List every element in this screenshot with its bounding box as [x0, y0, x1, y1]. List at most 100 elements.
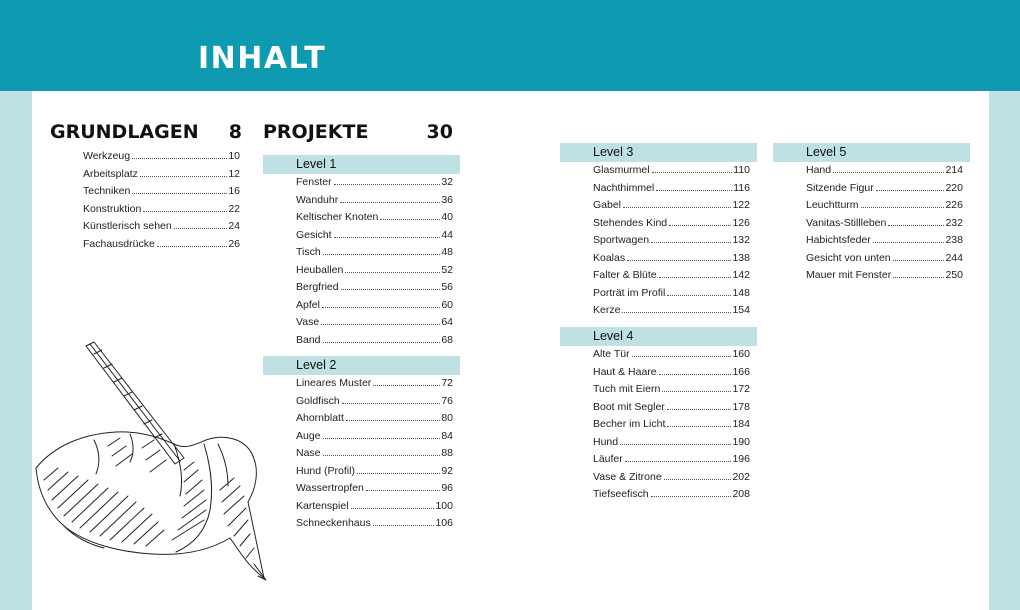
toc-entry[interactable]: Tisch 48: [296, 244, 453, 262]
toc-entry-title: Fenster: [296, 176, 332, 188]
toc-entry-page: 160: [732, 348, 750, 360]
toc-entry[interactable]: Hund 190: [593, 434, 750, 452]
toc-entry[interactable]: Ahornblatt 80: [296, 410, 453, 428]
toc-entry-title: Gabel: [593, 199, 622, 211]
toc-entry[interactable]: Techniken 16: [83, 183, 240, 201]
toc-entry[interactable]: Keltischer Knoten 40: [296, 209, 453, 227]
toc-entry[interactable]: Bergfried 56: [296, 279, 453, 297]
toc-entry[interactable]: Band 68: [296, 332, 453, 350]
toc-entry[interactable]: Gesicht 44: [296, 227, 453, 245]
dot-leader: [340, 201, 441, 203]
toc-entry-title: Gesicht: [296, 228, 332, 241]
toc-entry[interactable]: Nachthimmel 116: [593, 180, 750, 198]
toc-entry-title: Künstlerisch sehen: [83, 220, 172, 232]
toc-entry[interactable]: Sitzende Figur 220: [806, 180, 963, 198]
dot-leader: [321, 306, 441, 308]
toc-entry-page: 88: [441, 447, 453, 459]
toc-entry-page: 40: [441, 211, 453, 223]
dot-leader: [620, 443, 732, 445]
toc-entry[interactable]: Boot mit Segler 178: [593, 399, 750, 417]
toc-entry-title: Wassertropfen: [296, 482, 364, 494]
toc-entry-title: Wanduhr: [296, 193, 339, 206]
toc-entry-title: Hund (Profil): [296, 464, 355, 477]
dot-leader: [322, 341, 441, 343]
toc-entry[interactable]: Tuch mit Eiern 172: [593, 381, 750, 399]
dot-leader: [860, 207, 945, 208]
toc-entry[interactable]: Stehendes Kind 126: [593, 215, 750, 233]
toc-entry-title: Konstruktion: [83, 202, 142, 215]
toc-entry[interactable]: Tiefseefisch 208: [593, 486, 750, 504]
toc-entry[interactable]: Lineares Muster 72: [296, 375, 453, 393]
toc-entry[interactable]: Konstruktion 22: [83, 201, 240, 219]
toc-entry[interactable]: Vase 64: [296, 314, 453, 332]
toc-entry[interactable]: Wassertropfen 96: [296, 480, 453, 498]
toc-entry-page: 52: [441, 263, 453, 276]
toc-entry-title: Bergfried: [296, 281, 339, 293]
toc-entry[interactable]: Kerze 154: [593, 302, 750, 320]
toc-entry-page: 80: [441, 412, 453, 424]
toc-entry-title: Keltischer Knoten: [296, 211, 379, 223]
toc-entry[interactable]: Goldfisch 76: [296, 393, 453, 411]
toc-entry-page: 60: [441, 298, 453, 311]
toc-entry[interactable]: Gabel 122: [593, 197, 750, 215]
toc-entry-page: 12: [228, 167, 240, 180]
toc-entry[interactable]: Hund (Profil) 92: [296, 463, 453, 481]
toc-entry-page: 56: [441, 281, 453, 293]
toc-entry-title: Auge: [296, 429, 321, 442]
toc-entry[interactable]: Becher im Licht 184: [593, 416, 750, 434]
toc-entry-page: 32: [441, 176, 453, 188]
dot-leader: [875, 189, 945, 191]
dot-leader: [658, 373, 732, 375]
toc-entry[interactable]: Läufer 196: [593, 451, 750, 469]
left-margin-band: [0, 91, 32, 610]
toc-entry[interactable]: Werkzeug 10: [83, 148, 240, 166]
toc-entry[interactable]: Nase 88: [296, 445, 453, 463]
toc-entry-page: 76: [441, 394, 453, 407]
toc-entry-title: Schneckenhaus: [296, 517, 371, 529]
toc-entry[interactable]: Alte Tür 160: [593, 346, 750, 364]
toc-entry-title: Boot mit Segler: [593, 400, 665, 413]
toc-entry[interactable]: Mauer mit Fenster 250: [806, 267, 963, 285]
toc-entry[interactable]: Habichtsfeder 238: [806, 232, 963, 250]
toc-entry-title: Apfel: [296, 298, 320, 311]
toc-entry[interactable]: Vanitas-Stillleben 232: [806, 215, 963, 233]
toc-entry[interactable]: Vase & Zitrone 202: [593, 469, 750, 487]
dot-leader: [143, 210, 228, 212]
toc-entry[interactable]: Hand 214: [806, 162, 963, 180]
toc-entry[interactable]: Apfel 60: [296, 297, 453, 315]
toc-entry[interactable]: Gesicht von unten 244: [806, 250, 963, 268]
toc-entry-page: 214: [945, 164, 963, 176]
toc-entry[interactable]: Fachausdrücke 26: [83, 236, 240, 254]
toc-entry[interactable]: Kartenspiel 100: [296, 498, 453, 516]
toc-entry-page: 68: [441, 333, 453, 346]
dot-leader: [333, 236, 441, 238]
toc-entry[interactable]: Sportwagen 132: [593, 232, 750, 250]
toc-entry-page: 142: [732, 269, 750, 281]
toc-entry[interactable]: Leuchtturm 226: [806, 197, 963, 215]
dot-leader: [651, 172, 733, 173]
toc-entry-title: Falter & Blüte: [593, 269, 657, 281]
toc-entry[interactable]: Schneckenhaus 106: [296, 515, 453, 533]
toc-entry-page: 24: [228, 220, 240, 232]
toc-entry[interactable]: Koalas 138: [593, 250, 750, 268]
toc-entry-title: Tuch mit Eiern: [593, 383, 661, 395]
section-heading-grundlagen: GRUNDLAGEN 8: [50, 121, 242, 143]
right-margin-band: [989, 91, 1020, 610]
toc-entry[interactable]: Auge 84: [296, 428, 453, 446]
toc-entry-title: Haut & Haare: [593, 365, 657, 378]
toc-entry[interactable]: Porträt im Profil 148: [593, 285, 750, 303]
toc-entry[interactable]: Wanduhr 36: [296, 192, 453, 210]
toc-entry[interactable]: Fenster 32: [296, 174, 453, 192]
toc-entry[interactable]: Heuballen 52: [296, 262, 453, 280]
dot-leader: [667, 294, 732, 296]
toc-entry-page: 154: [732, 304, 750, 316]
toc-entry-title: Becher im Licht: [593, 418, 666, 430]
toc-entry[interactable]: Künstlerisch sehen 24: [83, 218, 240, 236]
toc-entry[interactable]: Glasmurmel 110: [593, 162, 750, 180]
toc-entry[interactable]: Arbeitsplatz 12: [83, 166, 240, 184]
toc-entry-title: Porträt im Profil: [593, 286, 666, 299]
toc-entry-title: Tisch: [296, 246, 321, 258]
toc-entry-title: Gesicht von unten: [806, 251, 891, 264]
toc-entry[interactable]: Haut & Haare 166: [593, 364, 750, 382]
toc-entry[interactable]: Falter & Blüte 142: [593, 267, 750, 285]
